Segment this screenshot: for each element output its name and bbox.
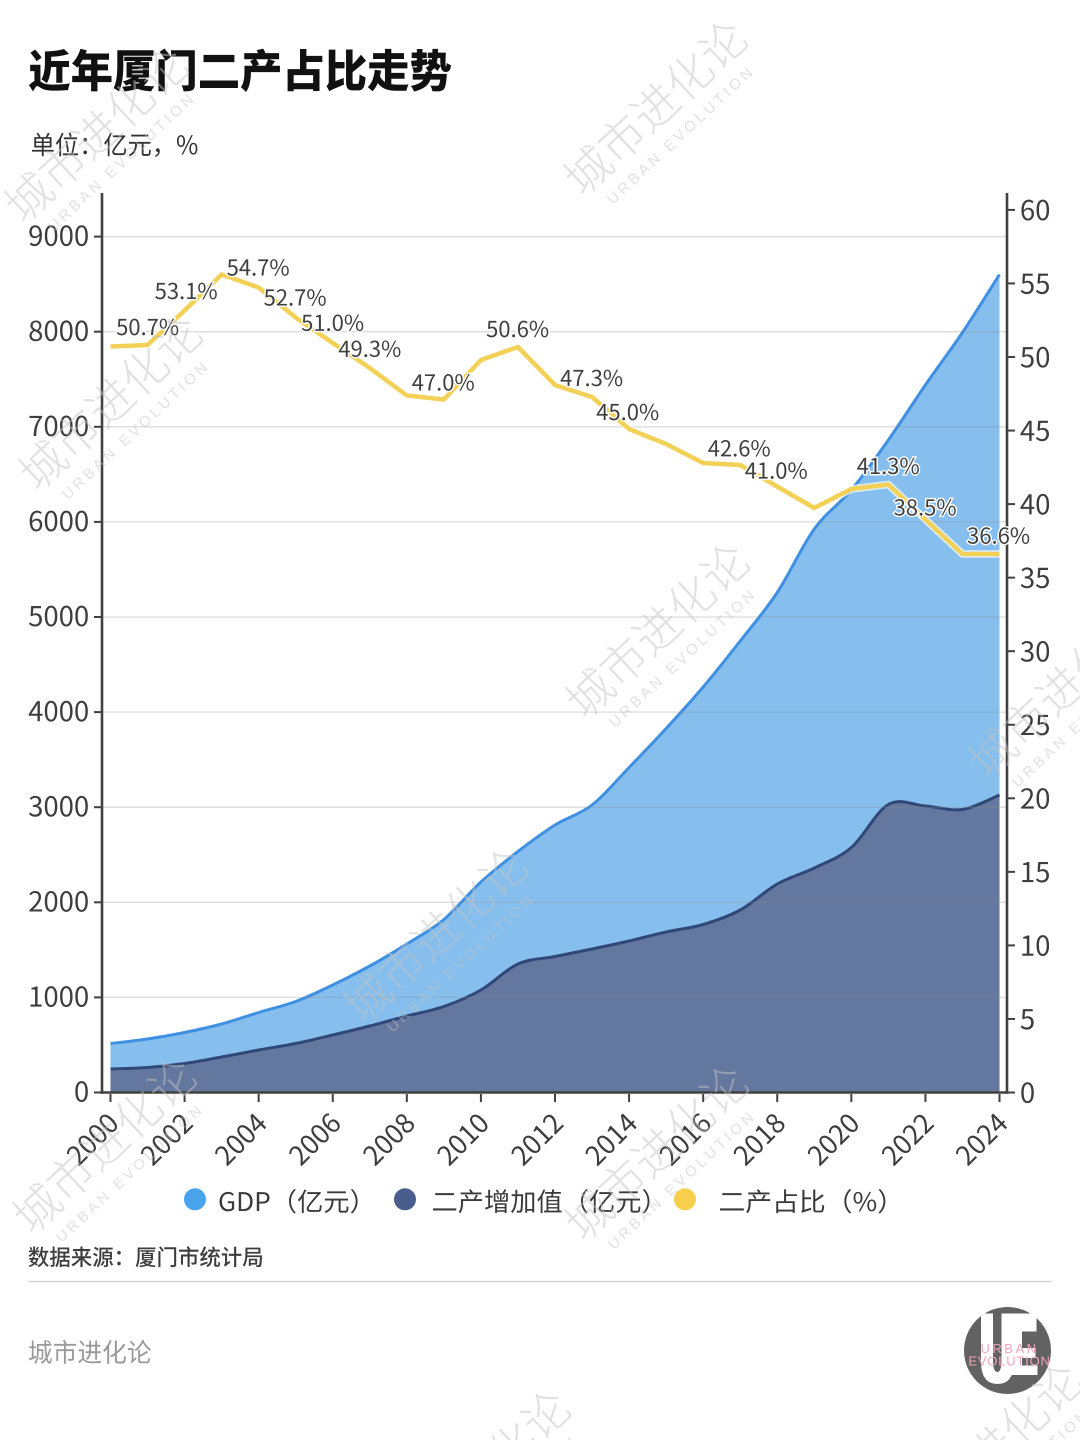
svg-text:URBAN: URBAN [980, 1341, 1038, 1356]
svg-text:EVOLUTION: EVOLUTION [968, 1354, 1050, 1369]
